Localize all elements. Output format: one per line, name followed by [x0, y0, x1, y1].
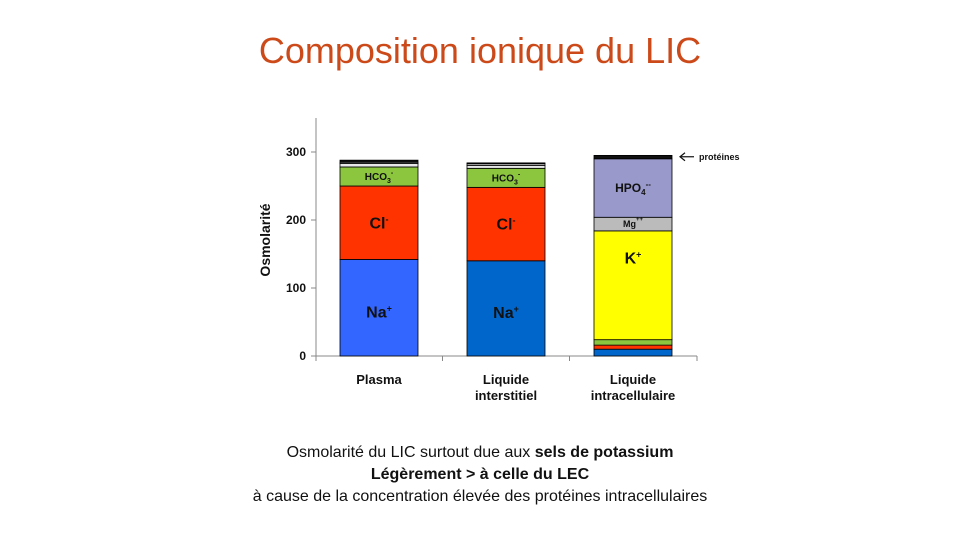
- bar-segment-label: Mg++: [623, 217, 644, 229]
- caption-line-1-emphasis: sels de potassium: [534, 444, 674, 461]
- bar-segment: [593, 230, 673, 341]
- x-category-label: intracellulaire: [591, 388, 676, 403]
- bar-segment: [339, 185, 419, 260]
- bar-segment: [593, 348, 673, 357]
- y-tick-label: 0: [299, 349, 306, 363]
- bar-segment: [593, 339, 673, 346]
- chart-labels: Plasma LiquideinterstitielLiquideintracel…: [356, 152, 739, 403]
- bar-segment-label: Na+: [366, 303, 392, 321]
- y-tick-label: 300: [286, 145, 306, 159]
- bar-segment: [466, 165, 546, 169]
- bar-segment: [593, 154, 673, 160]
- y-tick-label: 200: [286, 213, 306, 227]
- bar-segment-label: Na+: [493, 304, 519, 322]
- bar-segment: [466, 260, 546, 357]
- caption-line-3: à cause de la concentration élevée des p…: [252, 488, 708, 505]
- annotation-label: protéines: [699, 152, 740, 162]
- bar-segment: [339, 259, 419, 357]
- bar-segment-label: K+: [625, 250, 642, 268]
- x-category-label: Liquide: [610, 372, 656, 387]
- bar-segment-label: HCO3-: [365, 170, 394, 185]
- x-category-label: interstitiel: [475, 388, 537, 403]
- bar-segment: [339, 159, 419, 163]
- bar-segment: [593, 158, 673, 218]
- bar-segment: [339, 163, 419, 168]
- page-title: Composition ionique du LIC: [258, 30, 702, 71]
- x-category-label: Plasma: [356, 372, 402, 387]
- chart-bars: [339, 154, 673, 357]
- y-axis-label: Osmolarité: [257, 203, 273, 276]
- bar-segment-label: Cl-: [497, 216, 516, 234]
- y-tick-label: 100: [286, 281, 306, 295]
- bar-segment-label: HPO4--: [615, 180, 651, 197]
- caption-line-1-text: Osmolarité du LIC surtout due aux: [286, 444, 535, 461]
- bar-segment-label: HCO3-: [492, 171, 521, 186]
- x-category-label: Liquide: [483, 372, 529, 387]
- bar-segment: [466, 162, 546, 164]
- caption-line-2: Légèrement > à celle du LEC: [370, 466, 590, 483]
- annotation-arrow-head: [679, 152, 686, 162]
- caption-line-1: Osmolarité du LIC surtout due aux sels d…: [0, 444, 960, 462]
- bar-segment: [593, 344, 673, 350]
- bar-segment-label: Cl-: [370, 214, 389, 232]
